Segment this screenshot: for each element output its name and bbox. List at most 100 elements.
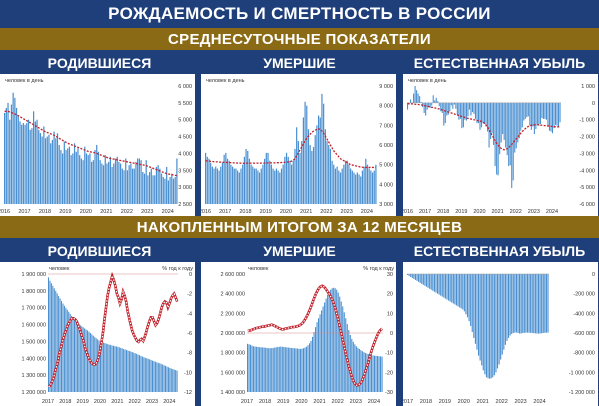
bar bbox=[265, 347, 267, 392]
bar bbox=[12, 92, 14, 204]
bar bbox=[355, 346, 357, 392]
bar bbox=[310, 340, 312, 392]
bar bbox=[278, 346, 280, 392]
bar bbox=[104, 343, 106, 392]
bar bbox=[419, 96, 421, 103]
bar bbox=[114, 346, 116, 392]
bar bbox=[289, 347, 291, 392]
bar bbox=[544, 274, 546, 333]
bar bbox=[304, 101, 306, 204]
bar bbox=[77, 148, 79, 204]
ylabel: человек в день bbox=[5, 78, 44, 84]
bar bbox=[424, 274, 426, 286]
bar bbox=[479, 274, 481, 361]
bar bbox=[371, 172, 374, 204]
bar bbox=[361, 170, 364, 204]
bar bbox=[373, 355, 376, 392]
bar bbox=[427, 274, 429, 288]
bar bbox=[170, 368, 172, 392]
bar bbox=[457, 274, 459, 307]
bar bbox=[292, 160, 294, 204]
bar bbox=[557, 102, 560, 127]
bar bbox=[153, 361, 155, 392]
bar bbox=[55, 290, 57, 392]
bar bbox=[341, 168, 343, 204]
bar bbox=[499, 102, 501, 155]
y-tick-label: 2 400 000 bbox=[221, 292, 245, 298]
bar bbox=[26, 123, 28, 204]
y-tick-label: 4 000 bbox=[379, 182, 393, 188]
bar bbox=[63, 305, 65, 392]
bar bbox=[484, 102, 486, 124]
bar bbox=[7, 102, 9, 204]
bar bbox=[381, 356, 383, 392]
bar bbox=[94, 150, 96, 204]
x-tick-label: 2018 bbox=[239, 209, 251, 215]
bar bbox=[535, 102, 537, 129]
bar bbox=[96, 145, 98, 204]
bar bbox=[358, 348, 360, 392]
bar bbox=[43, 126, 45, 204]
y-tick-label: 1 800 000 bbox=[22, 289, 46, 295]
bar bbox=[372, 355, 374, 392]
bar bbox=[58, 145, 60, 204]
bar bbox=[286, 347, 288, 392]
bar bbox=[24, 124, 26, 204]
bar bbox=[301, 348, 303, 392]
x-tick-label: 2024 bbox=[162, 209, 174, 215]
bar bbox=[167, 180, 169, 204]
bar bbox=[165, 365, 167, 392]
bar bbox=[504, 274, 506, 345]
bar bbox=[316, 125, 318, 204]
bar bbox=[58, 295, 60, 392]
x-tick-label: 2019 bbox=[260, 209, 272, 215]
bar bbox=[240, 168, 242, 204]
bar bbox=[233, 168, 235, 204]
bar bbox=[136, 353, 138, 392]
y-tick-label: -600 000 bbox=[573, 331, 595, 337]
bar bbox=[436, 274, 439, 294]
bar bbox=[525, 274, 527, 333]
bar bbox=[68, 311, 70, 392]
bar bbox=[441, 102, 443, 113]
bar bbox=[548, 102, 551, 131]
bar bbox=[50, 143, 52, 204]
bar bbox=[506, 274, 508, 341]
bar bbox=[539, 274, 541, 334]
bar bbox=[485, 274, 488, 378]
bar bbox=[454, 274, 456, 305]
bar bbox=[351, 338, 353, 392]
bar bbox=[515, 274, 518, 333]
bar bbox=[478, 274, 480, 356]
bar bbox=[538, 102, 540, 126]
y2-tick-label: -30 bbox=[385, 390, 393, 396]
bar bbox=[340, 301, 342, 392]
bar bbox=[506, 102, 508, 156]
bar bbox=[432, 274, 434, 291]
bar bbox=[521, 102, 523, 128]
bar bbox=[428, 102, 430, 107]
bar bbox=[334, 288, 336, 392]
bar bbox=[414, 274, 417, 280]
y2-tick-label: -8 bbox=[187, 351, 192, 357]
bar bbox=[547, 102, 549, 127]
bar bbox=[413, 93, 415, 103]
bar bbox=[171, 173, 173, 204]
bar bbox=[164, 178, 166, 204]
bar bbox=[373, 170, 375, 204]
bar bbox=[505, 102, 507, 148]
bar bbox=[329, 148, 331, 204]
y-tick-label: 3 000 bbox=[178, 185, 192, 191]
bar bbox=[353, 172, 355, 204]
bar bbox=[228, 160, 230, 204]
bar bbox=[162, 177, 164, 204]
bar bbox=[72, 153, 74, 204]
bar bbox=[218, 170, 220, 204]
y2-tick-label: 0 bbox=[189, 272, 192, 278]
y-tick-label: 2 200 000 bbox=[221, 311, 245, 317]
bar bbox=[465, 102, 467, 121]
y-tick-label: 1 000 bbox=[581, 84, 595, 90]
bar bbox=[411, 274, 413, 278]
bar bbox=[123, 170, 125, 204]
bar bbox=[443, 274, 445, 298]
